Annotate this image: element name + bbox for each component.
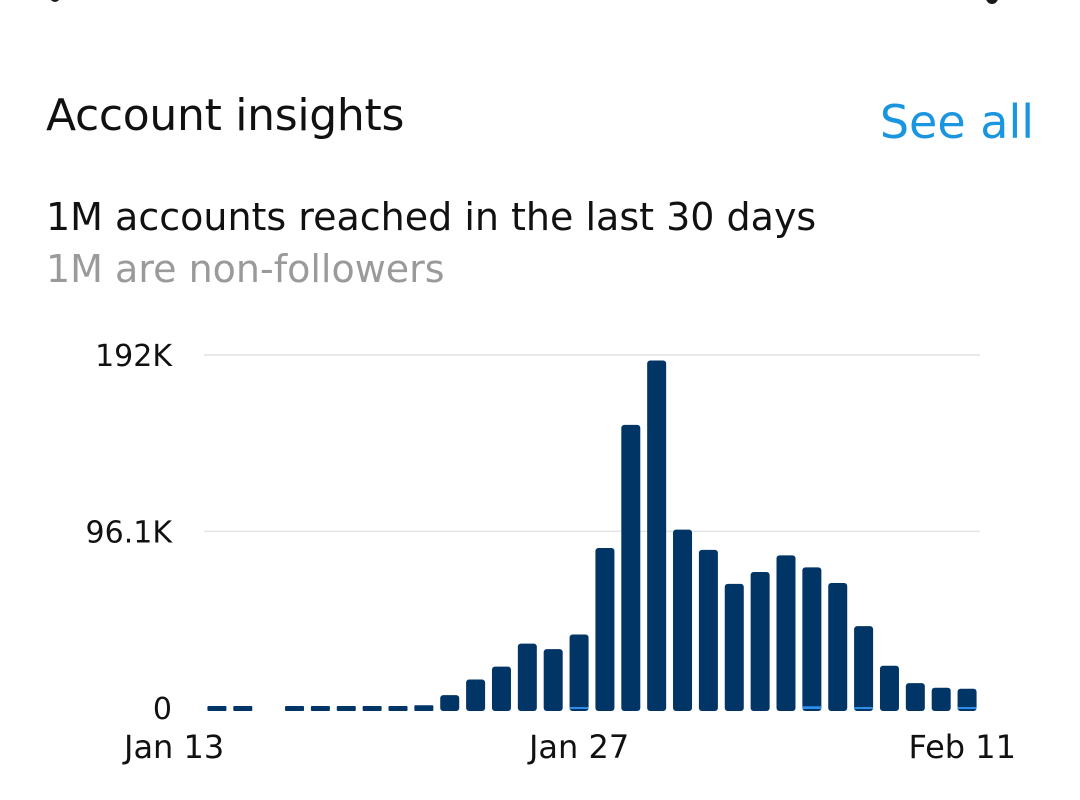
bar xyxy=(905,683,925,711)
bar xyxy=(931,687,951,711)
accounts-reached-text: 1M accounts reached in the last 30 days xyxy=(46,195,817,239)
x-tick-label: Jan 13 xyxy=(122,728,224,766)
see-all-link[interactable]: See all xyxy=(879,95,1034,149)
bar xyxy=(569,634,589,711)
bar xyxy=(543,649,563,711)
bar xyxy=(466,679,486,711)
bar-chart-svg: 0 96.1K 192K Jan 13 Jan 27 Feb 11 xyxy=(86,339,1016,766)
x-tick-label: Feb 11 xyxy=(908,728,1016,766)
bar xyxy=(285,706,305,711)
bar xyxy=(388,706,408,711)
bar xyxy=(440,695,460,711)
bar xyxy=(207,706,227,711)
bar xyxy=(362,706,382,711)
bar-secondary xyxy=(802,706,822,709)
bar xyxy=(802,567,822,711)
bar-secondary xyxy=(854,707,874,709)
non-followers-text: 1M are non-followers xyxy=(46,247,445,291)
bar xyxy=(233,706,253,711)
bar xyxy=(336,706,356,711)
bar xyxy=(517,643,537,711)
y-tick-label: 96.1K xyxy=(86,515,174,550)
bar xyxy=(957,688,977,711)
bar xyxy=(491,666,511,711)
y-tick-label: 0 xyxy=(153,692,172,727)
bar xyxy=(621,424,641,711)
bar xyxy=(854,626,874,711)
bars xyxy=(207,360,977,711)
x-axis-ticks: Jan 13 Jan 27 Feb 11 xyxy=(122,728,1016,766)
bar xyxy=(310,706,330,711)
x-tick-label: Jan 27 xyxy=(527,728,629,766)
bar-secondary xyxy=(957,707,977,709)
y-tick-label: 192K xyxy=(95,339,173,374)
bar xyxy=(698,549,718,711)
account-insights-header: Account insights See all xyxy=(46,84,1036,149)
y-axis-ticks: 0 96.1K 192K xyxy=(86,339,174,727)
bar xyxy=(879,665,899,711)
bar xyxy=(828,582,848,711)
cutoff-glyph-right xyxy=(986,0,998,4)
bar xyxy=(776,555,796,711)
bar xyxy=(414,705,434,711)
top-edge-cutoff xyxy=(0,0,1080,8)
bar-secondary xyxy=(569,707,589,709)
bar xyxy=(724,583,744,711)
cutoff-glyph-left xyxy=(50,0,60,2)
accounts-reached-chart: 0 96.1K 192K Jan 13 Jan 27 Feb 11 xyxy=(0,330,1080,800)
gridlines xyxy=(204,354,980,533)
bar xyxy=(673,529,693,711)
bar xyxy=(595,548,615,711)
reach-summary: 1M accounts reached in the last 30 days … xyxy=(46,192,1036,296)
section-title: Account insights xyxy=(46,90,405,141)
bar xyxy=(647,360,667,711)
bar xyxy=(750,571,770,711)
